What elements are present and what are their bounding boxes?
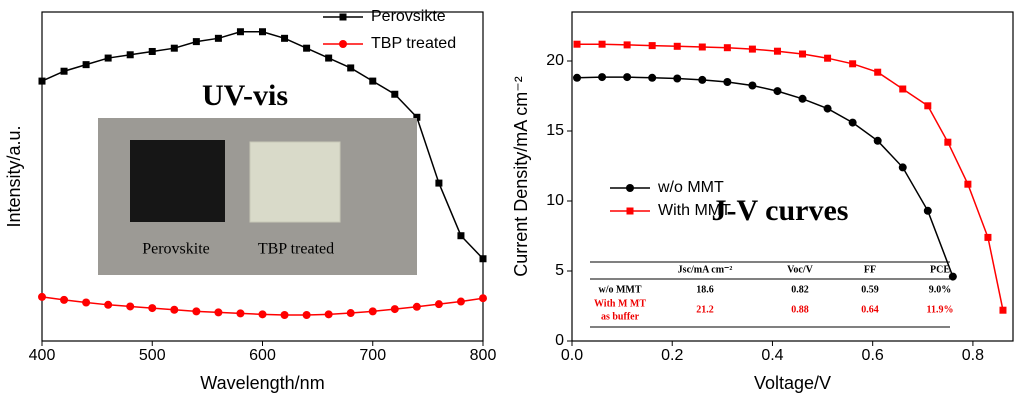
table-header: PCE	[930, 264, 950, 275]
x-tick-label: 700	[359, 347, 386, 364]
x-tick-label: 800	[470, 347, 497, 364]
table-cell: 0.88	[791, 304, 809, 315]
perovskite-sample	[130, 140, 225, 222]
x-axis-title: Wavelength/nm	[200, 373, 324, 393]
x-tick-label: 0.8	[962, 347, 984, 364]
x-tick-label: 0.2	[661, 347, 683, 364]
y-tick-label: 15	[546, 122, 564, 139]
table-cell: 9.0%	[929, 284, 952, 295]
x-tick-label: 0.6	[862, 347, 884, 364]
inset-label: Perovskite	[142, 241, 210, 258]
y-tick-label: 10	[546, 192, 564, 209]
legend-label: Perovsikte	[371, 8, 446, 25]
table-cell: 0.82	[791, 284, 809, 295]
x-tick-label: 0.4	[761, 347, 783, 364]
x-tick-label: 400	[29, 347, 56, 364]
x-tick-label: 600	[249, 347, 276, 364]
annotation: J-V curves	[712, 194, 849, 227]
inset-label: TBP treated	[258, 241, 334, 258]
tbp-sample	[250, 142, 340, 222]
legend-label: TBP treated	[371, 35, 456, 52]
x-tick-label: 500	[139, 347, 166, 364]
table-cell: 0.64	[861, 304, 879, 315]
y-tick-label: 20	[546, 52, 564, 69]
y-axis-title: Intensity/a.u.	[4, 125, 24, 227]
series-line	[577, 77, 953, 277]
table-cell: 21.2	[696, 304, 714, 315]
stats-table: Jsc/mA cm⁻² Voc/V FF PCE w/o MMT 18.6 0.…	[590, 262, 953, 327]
table-cell: 11.9%	[927, 304, 954, 315]
table-cell: as buffer	[601, 311, 640, 322]
table-cell: w/o MMT	[598, 284, 641, 295]
x-tick-label: 0.0	[561, 347, 583, 364]
table-header: Jsc/mA cm⁻²	[678, 264, 733, 275]
x-axis-title: Voltage/V	[754, 373, 831, 393]
y-tick-label: 5	[555, 262, 564, 279]
figure: Current Density/mA cm⁻²Voltage/V20151050…	[0, 0, 1018, 402]
table-cell: 0.59	[861, 284, 879, 295]
table-cell: With M MT	[594, 298, 646, 309]
annotation: UV-vis	[202, 79, 288, 112]
table-header: Voc/V	[787, 264, 814, 275]
y-axis-title: Current Density/mA cm⁻²	[511, 76, 531, 277]
table-header: FF	[864, 264, 876, 275]
table-cell: 18.6	[696, 284, 714, 295]
